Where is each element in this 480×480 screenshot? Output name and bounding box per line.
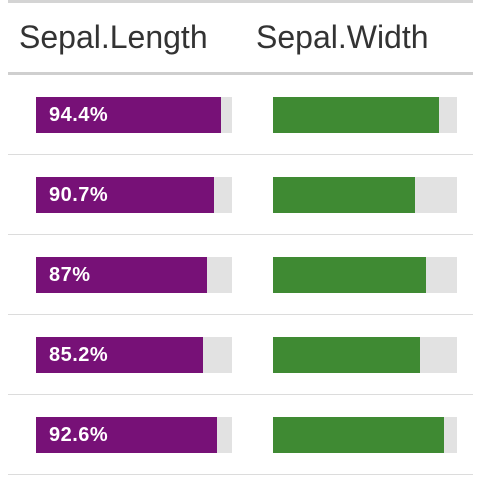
sepal-length-bar-track: 85.2% xyxy=(36,337,232,373)
sepal-length-value: 85.2% xyxy=(49,344,109,366)
sepal-length-bar-fill xyxy=(36,257,207,293)
sepal-length-bar-track: 94.4% xyxy=(36,97,232,133)
sepal-length-bar-fill xyxy=(36,417,218,453)
sepal-width-bar-track xyxy=(273,177,457,213)
sepal-length-value: 90.7% xyxy=(49,184,109,206)
sepal-width-bar-fill xyxy=(273,97,439,133)
sepal-width-bar-track xyxy=(273,337,457,373)
sepal-length-value: 92.6% xyxy=(49,424,109,446)
table-row: 87% xyxy=(0,235,480,315)
sepal-width-bar-fill xyxy=(273,337,421,373)
table-row: 92.6% xyxy=(0,395,480,475)
table-body: 94.4% 90.7% 87% 85.2% 92.6% xyxy=(0,75,480,475)
row-divider xyxy=(8,234,473,235)
sepal-width-bar-track xyxy=(273,257,457,293)
sepal-width-bar-fill xyxy=(273,177,415,213)
table-header: Sepal.Length Sepal.Width xyxy=(0,3,480,73)
sepal-length-bar-fill xyxy=(36,177,214,213)
table-row: 94.4% xyxy=(0,75,480,155)
sepal-length-bar-track: 87% xyxy=(36,257,232,293)
row-divider xyxy=(8,314,473,315)
sepal-length-value: 87% xyxy=(49,264,91,286)
column-header-sepal-width[interactable]: Sepal.Width xyxy=(256,19,429,55)
sepal-length-bar-track: 92.6% xyxy=(36,417,232,453)
sepal-width-bar-track xyxy=(273,97,457,133)
column-header-sepal-length[interactable]: Sepal.Length xyxy=(19,19,208,55)
sepal-length-bar-fill xyxy=(36,97,222,133)
header-divider xyxy=(8,72,473,75)
sepal-width-bar-fill xyxy=(273,417,445,453)
table-row: 85.2% xyxy=(0,315,480,395)
sepal-length-value: 94.4% xyxy=(49,104,109,126)
sepal-width-bar-track xyxy=(273,417,457,453)
sepal-length-bar-fill xyxy=(36,337,203,373)
row-divider xyxy=(8,154,473,155)
sepal-width-bar-fill xyxy=(273,257,426,293)
table-row: 90.7% xyxy=(0,155,480,235)
row-divider xyxy=(8,474,473,475)
sepal-length-bar-track: 90.7% xyxy=(36,177,232,213)
row-divider xyxy=(8,394,473,395)
top-divider xyxy=(8,0,473,3)
